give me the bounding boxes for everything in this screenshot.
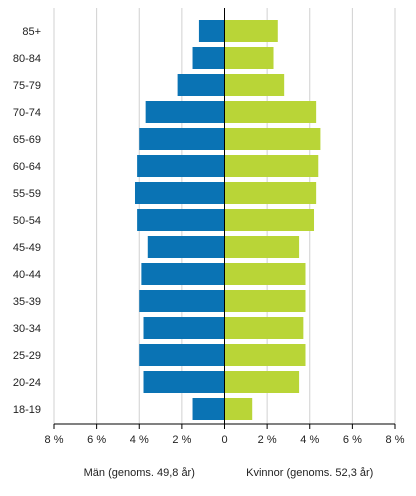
bar-men (141, 263, 225, 285)
x-tick-label: 4 % (130, 434, 149, 446)
bar-men (143, 371, 225, 393)
bar-women (224, 371, 300, 393)
bar-men (137, 209, 225, 231)
category-label: 25-29 (13, 350, 41, 362)
bar-women (224, 398, 253, 420)
bar-women (224, 101, 317, 123)
bar-women (224, 209, 315, 231)
bar-women (224, 344, 306, 366)
category-label: 18-19 (13, 404, 41, 416)
x-tick-label: 6 % (343, 434, 362, 446)
category-label: 40-44 (13, 269, 41, 281)
category-label: 55-59 (13, 188, 41, 200)
bar-women (224, 20, 278, 42)
category-label: 20-24 (13, 377, 41, 389)
bar-men (139, 128, 225, 150)
bar-men (143, 317, 225, 339)
bar-women (224, 47, 274, 69)
category-label: 30-34 (13, 323, 41, 335)
bar-men (134, 182, 225, 204)
bar-men (177, 74, 225, 96)
bar-men (137, 155, 225, 177)
category-label: 45-49 (13, 242, 41, 254)
category-label: 85+ (22, 26, 41, 38)
x-tick-label: 2 % (172, 434, 191, 446)
x-tick-label: 6 % (87, 434, 106, 446)
bar-layer (134, 20, 321, 420)
category-label: 35-39 (13, 296, 41, 308)
label-layer: 8 % 6 % 4 % 2 % 0 2 % 4 % 6 % 8 % 85+ 80-84 75-79 70… (13, 26, 405, 479)
category-label: 50-54 (13, 215, 41, 227)
category-label: 65-69 (13, 134, 41, 146)
bar-men (139, 290, 225, 312)
bar-men (192, 398, 225, 420)
bar-women (224, 263, 306, 285)
bar-women (224, 290, 306, 312)
x-tick-label: 0 (221, 434, 227, 446)
axis-layer (53, 8, 396, 429)
x-tick-label: 2 % (258, 434, 277, 446)
bar-men (147, 236, 225, 258)
legend-men-label: Män (genoms. 49,8 år) (84, 467, 195, 479)
bar-women (224, 128, 321, 150)
bar-women (224, 182, 317, 204)
bar-women (224, 317, 304, 339)
x-tick-label: 4 % (300, 434, 319, 446)
bar-men (145, 101, 225, 123)
category-label: 60-64 (13, 161, 41, 173)
x-tick-label: 8 % (386, 434, 405, 446)
bar-women (224, 236, 300, 258)
bar-men (192, 47, 225, 69)
bar-men (198, 20, 225, 42)
bar-women (224, 155, 319, 177)
bar-men (139, 344, 225, 366)
category-label: 80-84 (13, 53, 41, 65)
category-label: 70-74 (13, 107, 41, 119)
bar-women (224, 74, 285, 96)
legend-women-label: Kvinnor (genoms. 52,3 år) (246, 467, 373, 479)
x-tick-label: 8 % (45, 434, 64, 446)
category-label: 75-79 (13, 80, 41, 92)
